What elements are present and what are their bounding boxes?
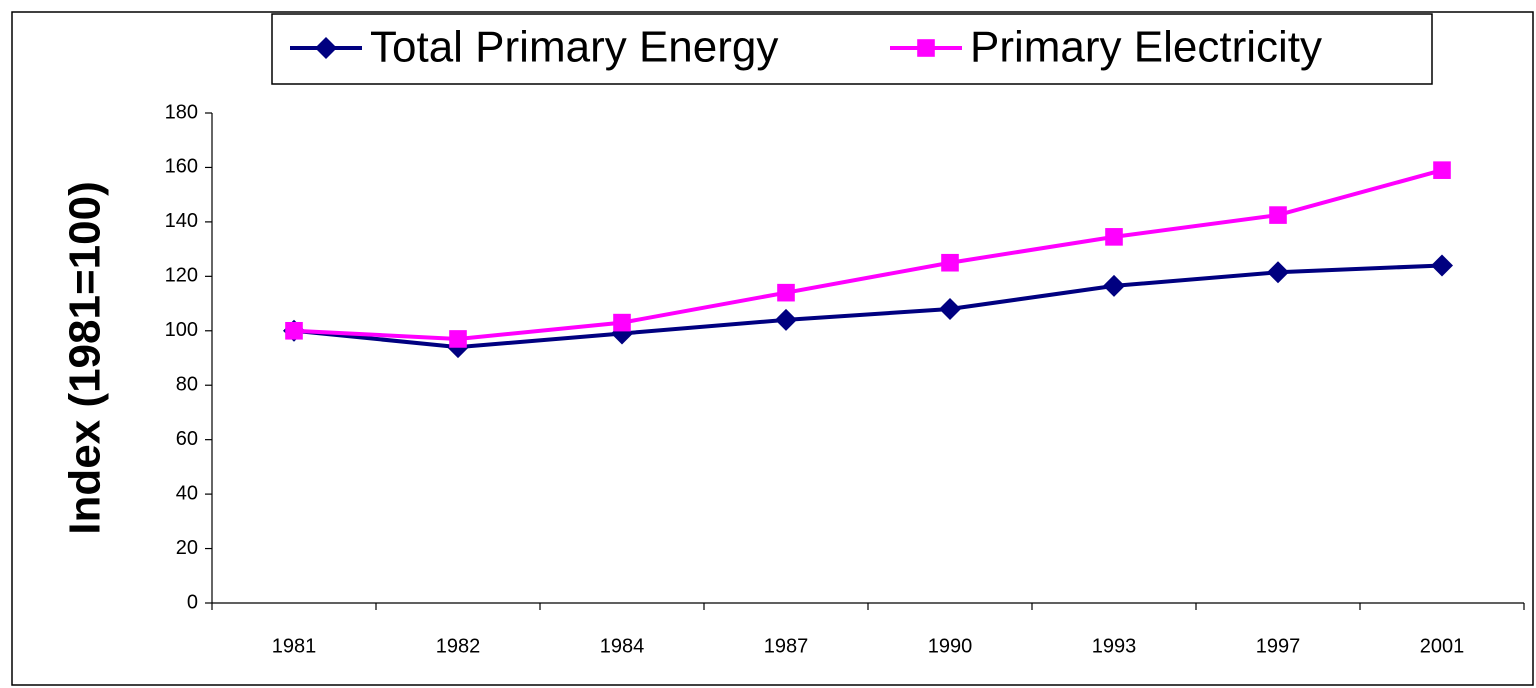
- data-point: [1105, 228, 1123, 246]
- y-tick-label: 160: [165, 156, 198, 178]
- y-tick-label: 100: [165, 319, 198, 341]
- legend-marker: [315, 37, 337, 59]
- x-tick-label: 1987: [764, 635, 809, 657]
- y-tick-label: 40: [176, 482, 198, 504]
- y-tick-label: 120: [165, 265, 198, 287]
- x-tick-label: 1984: [600, 635, 645, 657]
- data-point: [775, 308, 797, 331]
- x-tick-label: 1990: [928, 635, 973, 657]
- y-tick-label: 180: [165, 101, 198, 123]
- x-tick-label: 1997: [1256, 635, 1301, 657]
- legend-box: [271, 13, 1433, 85]
- chart-border: [11, 11, 1534, 686]
- x-tick-label: 1982: [436, 635, 481, 657]
- legend-label: Primary Electricity: [970, 23, 1322, 72]
- x-tick-label: 1993: [1092, 635, 1137, 657]
- data-point: [1103, 274, 1125, 297]
- y-tick-label: 20: [176, 537, 198, 559]
- legend-label: Total Primary Energy: [370, 23, 778, 72]
- legend-marker: [917, 39, 935, 57]
- data-point: [777, 283, 795, 302]
- data-point: [1267, 261, 1289, 284]
- x-tick-label: 1981: [272, 635, 317, 657]
- data-point: [941, 253, 959, 272]
- data-point: [1431, 254, 1453, 277]
- x-tick-label: 2001: [1420, 635, 1465, 657]
- y-tick-label: 80: [176, 374, 198, 396]
- series-line: [293, 263, 1443, 350]
- y-tick-label: 0: [187, 591, 198, 613]
- data-point: [939, 298, 961, 320]
- y-tick-label: 140: [165, 210, 198, 232]
- series-line: [293, 168, 1443, 341]
- data-point: [1269, 206, 1287, 224]
- data-point: [449, 330, 467, 348]
- data-point: [1433, 161, 1451, 179]
- y-axis-title: Index (1981=100): [61, 181, 110, 534]
- data-point: [285, 321, 303, 340]
- data-point: [613, 313, 631, 332]
- y-tick-label: 60: [176, 428, 198, 450]
